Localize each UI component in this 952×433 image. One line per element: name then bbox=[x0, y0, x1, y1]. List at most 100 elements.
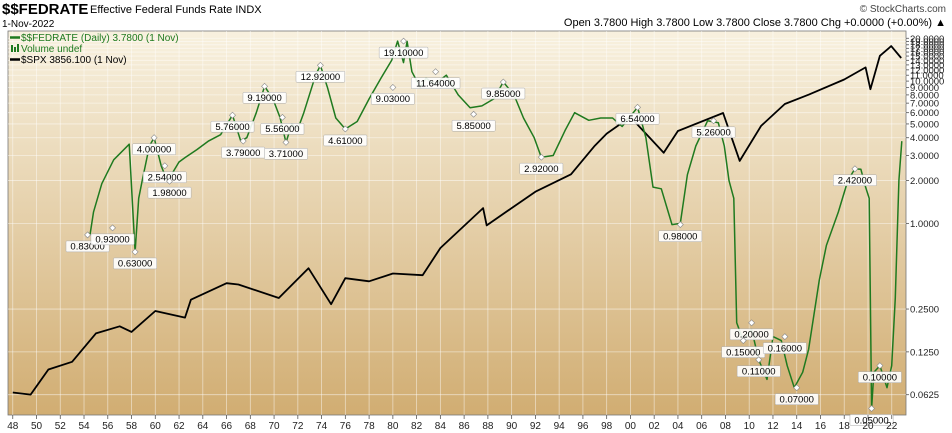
annotation-marker bbox=[851, 165, 859, 173]
annotation: 6.54000 bbox=[615, 103, 660, 125]
legend-item: Volume undef bbox=[11, 44, 82, 55]
annotation: 0.98000 bbox=[658, 221, 703, 242]
annotation-box bbox=[833, 174, 877, 187]
x-axis: 48 50 52 54 56 58 60 62 64 66 68 70 72 74 76 78 80 82 84 86… bbox=[7, 415, 898, 432]
annotation-label: 0.16000 bbox=[768, 343, 802, 354]
annotation-label: 12.92000 bbox=[301, 72, 341, 83]
x-tick-label: 84 bbox=[435, 421, 447, 432]
ohlc-summary: Open 3.7800 High 3.7800 Low 3.7800 Close… bbox=[563, 17, 946, 29]
x-tick-label: 94 bbox=[554, 421, 566, 432]
annotation-label: 19.10000 bbox=[384, 48, 424, 59]
annotation-box bbox=[658, 230, 703, 242]
annotation-marker bbox=[634, 103, 641, 111]
x-tick-label: 66 bbox=[221, 421, 233, 432]
annotation: 0.20000 bbox=[729, 319, 774, 341]
annotation-box bbox=[849, 414, 894, 426]
annotation-box bbox=[260, 123, 305, 135]
x-tick-label: 20 bbox=[862, 421, 874, 432]
y-tick-label: 10.0000 bbox=[910, 77, 944, 88]
annotation-marker bbox=[400, 37, 407, 45]
annotation-box bbox=[736, 365, 781, 378]
annotation-label: 0.63000 bbox=[118, 259, 152, 270]
y-tick-label: 1.0000 bbox=[910, 219, 939, 230]
annotation-marker bbox=[676, 221, 684, 229]
x-tick-label: 04 bbox=[672, 421, 684, 432]
annotation-box bbox=[90, 233, 135, 246]
x-tick-label: 56 bbox=[102, 421, 114, 432]
volume-icon bbox=[11, 45, 13, 52]
x-tick-label: 22 bbox=[886, 421, 898, 432]
annotation-label: 11.64000 bbox=[416, 79, 455, 90]
annotation-box bbox=[210, 120, 255, 133]
legend: $$FEDRATE (Daily) 3.7800 (1 Nov)Volume u… bbox=[10, 33, 179, 66]
annotation: 0.05000 bbox=[849, 405, 894, 426]
y-tick-label: 2.0000 bbox=[910, 176, 939, 187]
annotation-box bbox=[410, 77, 461, 89]
x-tick-label: 78 bbox=[364, 421, 376, 432]
y-tick-label: 0.0625 bbox=[910, 390, 939, 401]
annotation: 11.64000 bbox=[410, 68, 461, 90]
annotation: 2.92000 bbox=[519, 153, 564, 175]
annotation-label: 0.98000 bbox=[663, 231, 697, 242]
annotation-label: 0.10000 bbox=[863, 372, 897, 383]
x-tick-label: 02 bbox=[649, 421, 661, 432]
x-tick-label: 08 bbox=[720, 421, 732, 432]
y-tick-label: 14.0000 bbox=[910, 56, 944, 67]
y-tick-label: 20.0000 bbox=[910, 34, 944, 45]
annotation: 0.16000 bbox=[762, 333, 807, 354]
annotation-label: 9.85000 bbox=[486, 89, 520, 100]
annotation-label: 3.79000 bbox=[226, 148, 260, 159]
annotation-box bbox=[451, 119, 496, 132]
annotation-label: 0.93000 bbox=[95, 235, 129, 246]
annotation-label: 0.15000 bbox=[726, 347, 760, 358]
x-tick-label: 14 bbox=[791, 421, 803, 432]
legend-label: $SPX 3856.100 (1 Nov) bbox=[21, 55, 127, 66]
annotation: 0.10000 bbox=[858, 362, 902, 383]
legend-label: Volume undef bbox=[21, 44, 82, 55]
x-tick-label: 96 bbox=[577, 421, 589, 432]
annotation-box bbox=[142, 171, 187, 184]
x-tick-label: 50 bbox=[31, 421, 43, 432]
annotation-label: 5.26000 bbox=[696, 128, 730, 139]
y-tick-label: 16.0000 bbox=[910, 48, 944, 59]
annotation-marker bbox=[755, 356, 763, 364]
volume-icon bbox=[17, 44, 19, 52]
annotation: 19.10000 bbox=[378, 37, 429, 59]
annotation-label: 2.92000 bbox=[524, 164, 558, 175]
y-tick-label: 7.0000 bbox=[910, 99, 939, 110]
x-tick-label: 80 bbox=[387, 421, 399, 432]
annotation-marker bbox=[239, 137, 247, 145]
y-tick-label: 13.0000 bbox=[910, 60, 944, 71]
spx-line bbox=[12, 45, 902, 396]
annotation-box bbox=[774, 393, 819, 405]
annotation-marker bbox=[432, 68, 440, 76]
x-tick-label: 06 bbox=[696, 421, 708, 432]
annotation-box bbox=[762, 342, 807, 354]
annotation-box bbox=[264, 148, 308, 160]
x-tick-label: 74 bbox=[316, 421, 328, 432]
annotation-marker bbox=[166, 177, 173, 185]
annotation-box bbox=[242, 92, 287, 104]
y-tick-label: 0.1250 bbox=[910, 347, 939, 358]
annotation-box bbox=[691, 126, 736, 139]
annotation-marker bbox=[868, 405, 875, 412]
x-tick-label: 12 bbox=[767, 421, 779, 432]
x-tick-label: 18 bbox=[839, 421, 851, 432]
x-tick-label: 60 bbox=[150, 421, 162, 432]
annotation-label: 2.42000 bbox=[838, 176, 872, 187]
annotation-label: 1.98000 bbox=[152, 188, 186, 199]
annotation-label: 0.07000 bbox=[780, 394, 814, 405]
x-tick-label: 68 bbox=[245, 421, 257, 432]
annotation-box bbox=[371, 93, 415, 105]
annotation-label: 3.71000 bbox=[269, 149, 303, 160]
annotation-marker bbox=[84, 231, 92, 239]
x-tick-label: 62 bbox=[173, 421, 185, 432]
y-tick-label: 8.0000 bbox=[910, 90, 939, 101]
annotation: 5.85000 bbox=[451, 110, 496, 132]
volume-icon bbox=[14, 47, 16, 52]
annotation-marker bbox=[710, 117, 717, 125]
x-tick-label: 86 bbox=[459, 421, 471, 432]
annotation-label: 4.61000 bbox=[328, 136, 362, 147]
annotation: 5.76000 bbox=[210, 111, 255, 133]
